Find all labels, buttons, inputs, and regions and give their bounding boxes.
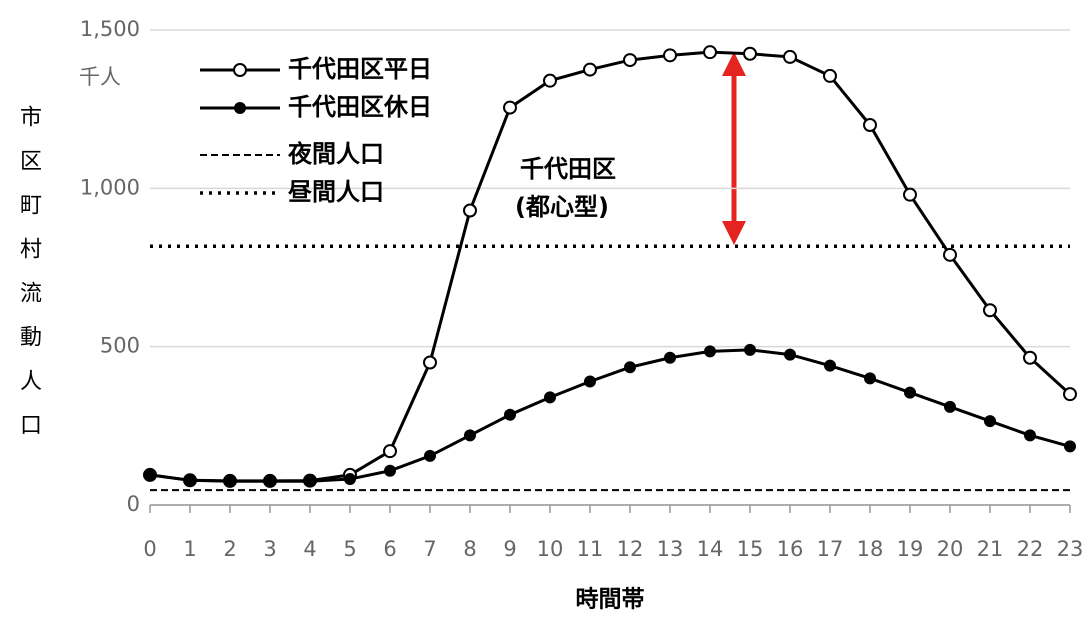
series-line — [149, 348, 1071, 483]
data-point — [663, 48, 677, 63]
x-tick-label: 14 — [697, 537, 724, 561]
x-tick-label: 10 — [537, 537, 564, 561]
data-point — [464, 429, 476, 442]
red-arrow — [722, 52, 746, 245]
data-point — [823, 68, 837, 83]
data-point — [224, 475, 236, 488]
y-tick-label: 1,000 — [80, 175, 140, 199]
x-tick-label: 1 — [183, 537, 196, 561]
arrow-head — [722, 52, 746, 76]
data-point — [384, 464, 396, 477]
data-point — [1064, 440, 1076, 453]
x-tick-label: 5 — [343, 537, 356, 561]
x-axis-label: 時間帯 — [576, 586, 645, 613]
x-tick-label: 21 — [977, 537, 1004, 561]
data-point — [424, 449, 436, 462]
x-tick-label: 23 — [1057, 537, 1083, 561]
x-tick-label: 8 — [463, 537, 476, 561]
data-point — [864, 372, 876, 385]
data-point — [463, 203, 477, 218]
data-point — [904, 386, 916, 399]
y-tick-label: 500 — [100, 334, 140, 358]
y-axis-label: 市区町村流動人口 — [16, 105, 42, 457]
y-tick-label: 1,500 — [80, 17, 140, 41]
data-point — [344, 473, 356, 486]
annotation: 千代田区 — [520, 155, 616, 183]
legend-label: 昼間人口 — [288, 178, 384, 206]
arrow-head — [722, 221, 746, 245]
data-point — [863, 118, 877, 132]
data-point — [184, 474, 196, 487]
x-tick-label: 7 — [423, 537, 436, 561]
x-tick-label: 15 — [737, 537, 764, 561]
data-point — [704, 345, 716, 358]
data-point — [784, 348, 796, 361]
x-tick-label: 13 — [657, 537, 684, 561]
data-point — [583, 62, 597, 77]
data-point — [623, 53, 637, 68]
data-point — [1023, 350, 1037, 365]
data-point — [584, 375, 596, 388]
legend-label: 千代田区休日 — [288, 93, 432, 121]
data-point — [1063, 387, 1077, 402]
x-tick-label: 3 — [263, 537, 276, 561]
data-point — [624, 361, 636, 374]
data-point — [984, 415, 996, 428]
data-point — [703, 45, 717, 60]
data-point — [664, 351, 676, 364]
legend-label: 夜間人口 — [287, 140, 384, 168]
data-point — [824, 359, 836, 372]
x-tick-label: 12 — [617, 537, 644, 561]
x-tick-label: 2 — [223, 537, 236, 561]
legend-marker — [233, 63, 247, 77]
data-point — [903, 187, 917, 202]
data-point — [144, 468, 156, 481]
data-point — [383, 444, 397, 459]
x-tick-label: 6 — [383, 537, 396, 561]
data-point — [983, 303, 997, 318]
data-point — [423, 355, 437, 370]
annotation: (都心型) — [515, 193, 609, 221]
x-tick-label: 17 — [817, 537, 844, 561]
x-tick-label: 18 — [857, 537, 884, 561]
data-point — [943, 247, 957, 262]
x-tick-label: 16 — [777, 537, 804, 561]
data-point — [504, 408, 516, 421]
legend-marker — [234, 102, 246, 114]
data-point — [264, 475, 276, 488]
data-point — [543, 73, 557, 88]
x-tick-label: 20 — [937, 537, 964, 561]
unit-label: 千人 — [79, 65, 121, 89]
legend-label: 千代田区平日 — [288, 55, 432, 83]
x-tick-label: 22 — [1017, 537, 1044, 561]
x-tick-label: 0 — [143, 537, 156, 561]
x-tick-label: 11 — [577, 537, 604, 561]
x-tick-label: 19 — [897, 537, 924, 561]
y-tick-label: 0 — [127, 492, 140, 516]
x-tick-label: 4 — [303, 537, 316, 561]
data-point — [503, 100, 517, 115]
data-point — [744, 343, 756, 356]
x-tick-label: 9 — [503, 537, 516, 561]
data-point — [1024, 429, 1036, 442]
data-point — [944, 400, 956, 413]
data-point — [544, 391, 556, 404]
data-point — [304, 475, 316, 488]
data-point — [743, 46, 757, 61]
data-point — [783, 49, 797, 64]
